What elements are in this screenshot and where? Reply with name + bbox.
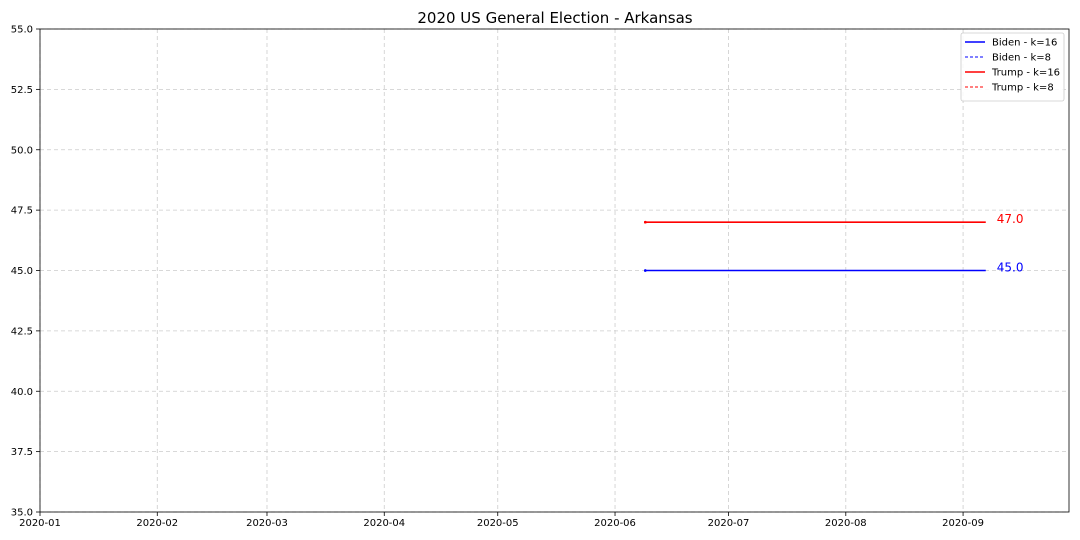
- series-start-point: [643, 220, 647, 224]
- legend-box: [960, 32, 1065, 102]
- legend-label: Trump - k=8: [991, 83, 1054, 94]
- y-tick-label: 47.5: [11, 206, 33, 217]
- y-tick-label: 45.0: [11, 266, 33, 277]
- legend-label: Trump - k=16: [991, 68, 1060, 79]
- y-tick-label: 42.5: [11, 326, 33, 337]
- x-tick-label: 2020-08: [825, 518, 867, 529]
- x-tick-label: 2020-06: [594, 518, 636, 529]
- y-tick-label: 37.5: [11, 447, 33, 458]
- legend: Biden - k=16 Biden - k=8 Trump - k=16 Trump…: [960, 32, 1065, 102]
- chart-title: 2020 US General Election - Arkansas: [417, 9, 692, 27]
- y-tick-label: 50.0: [11, 145, 33, 156]
- y-tick-label: 40.0: [11, 387, 33, 398]
- y-tick-label: 55.0: [11, 25, 33, 36]
- y-tick-label: 35.0: [11, 508, 33, 519]
- x-tick-label: 2020-07: [708, 518, 750, 529]
- axis-ticks: 2020-01 2020-02 2020-03 2020-04 2020-05 2020-…: [11, 25, 984, 530]
- y-tick-label: 52.5: [11, 85, 33, 96]
- x-tick-label: 2020-05: [477, 518, 519, 529]
- x-tick-label: 2020-04: [363, 518, 405, 529]
- x-tick-label: 2020-01: [19, 518, 61, 529]
- end-value-label: 47.0: [997, 212, 1024, 226]
- x-tick-label: 2020-02: [136, 518, 178, 529]
- legend-label: Biden - k=16: [992, 38, 1057, 49]
- x-tick-label: 2020-03: [246, 518, 288, 529]
- end-value-label: 45.0: [997, 261, 1024, 275]
- legend-label: Biden - k=8: [992, 53, 1051, 64]
- end-value-labels: 47.0 45.0: [997, 212, 1024, 274]
- series-start-point: [643, 269, 647, 272]
- x-tick-label: 2020-09: [942, 518, 984, 529]
- series-lines: [643, 220, 986, 272]
